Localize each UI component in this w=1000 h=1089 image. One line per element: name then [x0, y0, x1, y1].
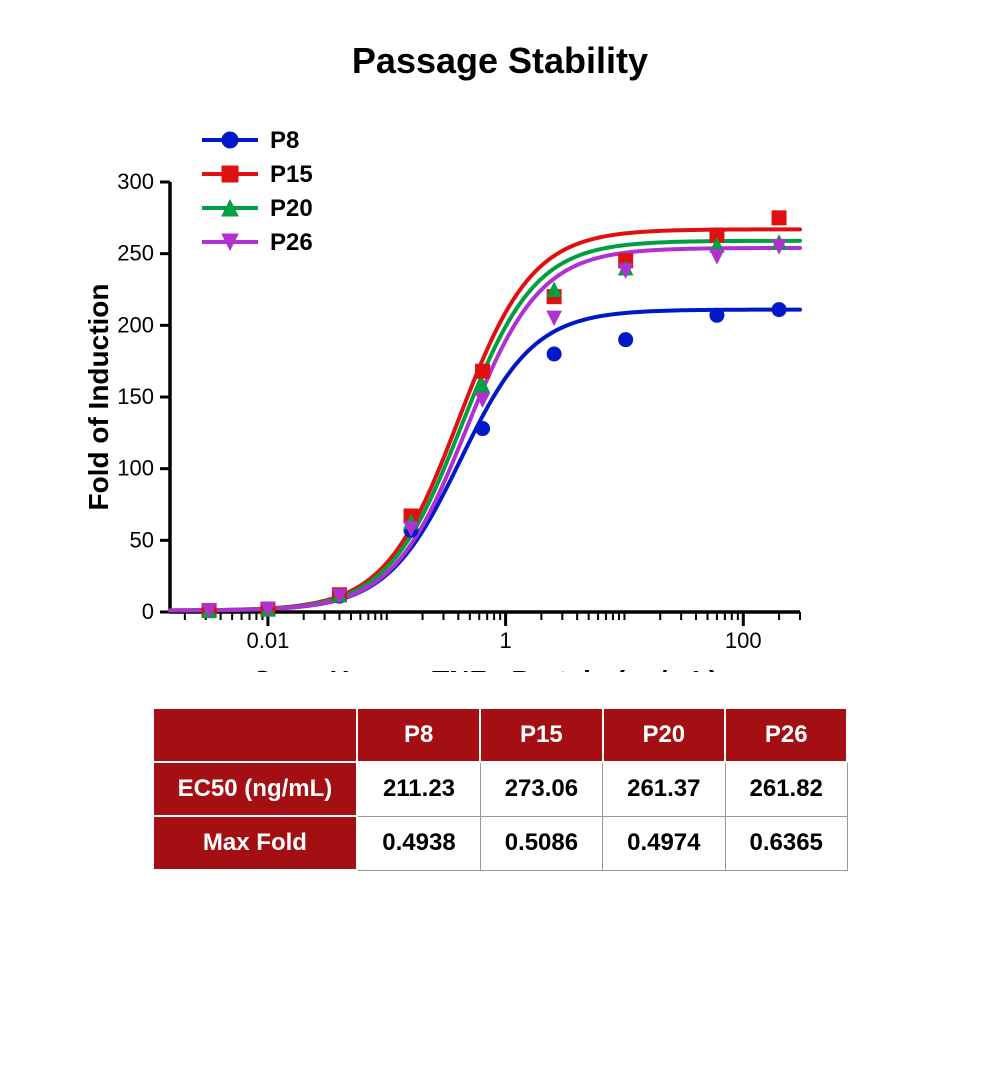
- table-cell: 0.4938: [357, 816, 480, 870]
- dose-response-chart: 0501001502002503000.011100Fold of Induct…: [80, 112, 840, 672]
- table-header: P20: [603, 708, 725, 762]
- table-row-label: Max Fold: [153, 816, 358, 870]
- figure-wrap: Passage Stability 0 50 100 150 200 250 300 0.01…: [0, 0, 1000, 871]
- svg-text:150: 150: [117, 384, 154, 409]
- table-header: P26: [725, 708, 847, 762]
- table-cell: 0.5086: [480, 816, 602, 870]
- results-table: P8P15P20P26 EC50 (ng/mL)211.23273.06261.3…: [152, 707, 849, 871]
- table-cell: 261.82: [725, 762, 847, 816]
- table-header: [153, 708, 358, 762]
- table-header: P8: [357, 708, 480, 762]
- svg-text:200: 200: [117, 312, 154, 337]
- svg-text:100: 100: [117, 456, 154, 481]
- svg-text:P26: P26: [270, 229, 313, 256]
- svg-text:300: 300: [117, 169, 154, 194]
- svg-text:0.01: 0.01: [247, 628, 290, 653]
- table-cell: 0.6365: [725, 816, 847, 870]
- svg-text:1: 1: [499, 628, 511, 653]
- table-row-label: EC50 (ng/mL): [153, 762, 358, 816]
- svg-text:P20: P20: [270, 195, 313, 222]
- svg-text:0: 0: [142, 599, 154, 624]
- table-cell: 0.4974: [603, 816, 725, 870]
- table-cell: 273.06: [480, 762, 602, 816]
- table-cell: 211.23: [357, 762, 480, 816]
- legend: P8 P15 P20 P26: [202, 127, 313, 256]
- svg-text:100: 100: [725, 628, 762, 653]
- svg-text:50: 50: [130, 527, 154, 552]
- svg-text:P8: P8: [270, 127, 299, 154]
- table-header: P15: [480, 708, 602, 762]
- table-cell: 261.37: [603, 762, 725, 816]
- chart-title: Passage Stability: [0, 0, 1000, 92]
- svg-text:P15: P15: [270, 161, 313, 188]
- chart-area: 0501001502002503000.011100Fold of Induct…: [80, 112, 1000, 677]
- svg-text:Fold of Induction: Fold of Induction: [83, 283, 114, 510]
- svg-text:250: 250: [117, 241, 154, 266]
- svg-text:Conc.Human TNFα Protein (ng/mL: Conc.Human TNFα Protein (ng/mL): [252, 665, 719, 672]
